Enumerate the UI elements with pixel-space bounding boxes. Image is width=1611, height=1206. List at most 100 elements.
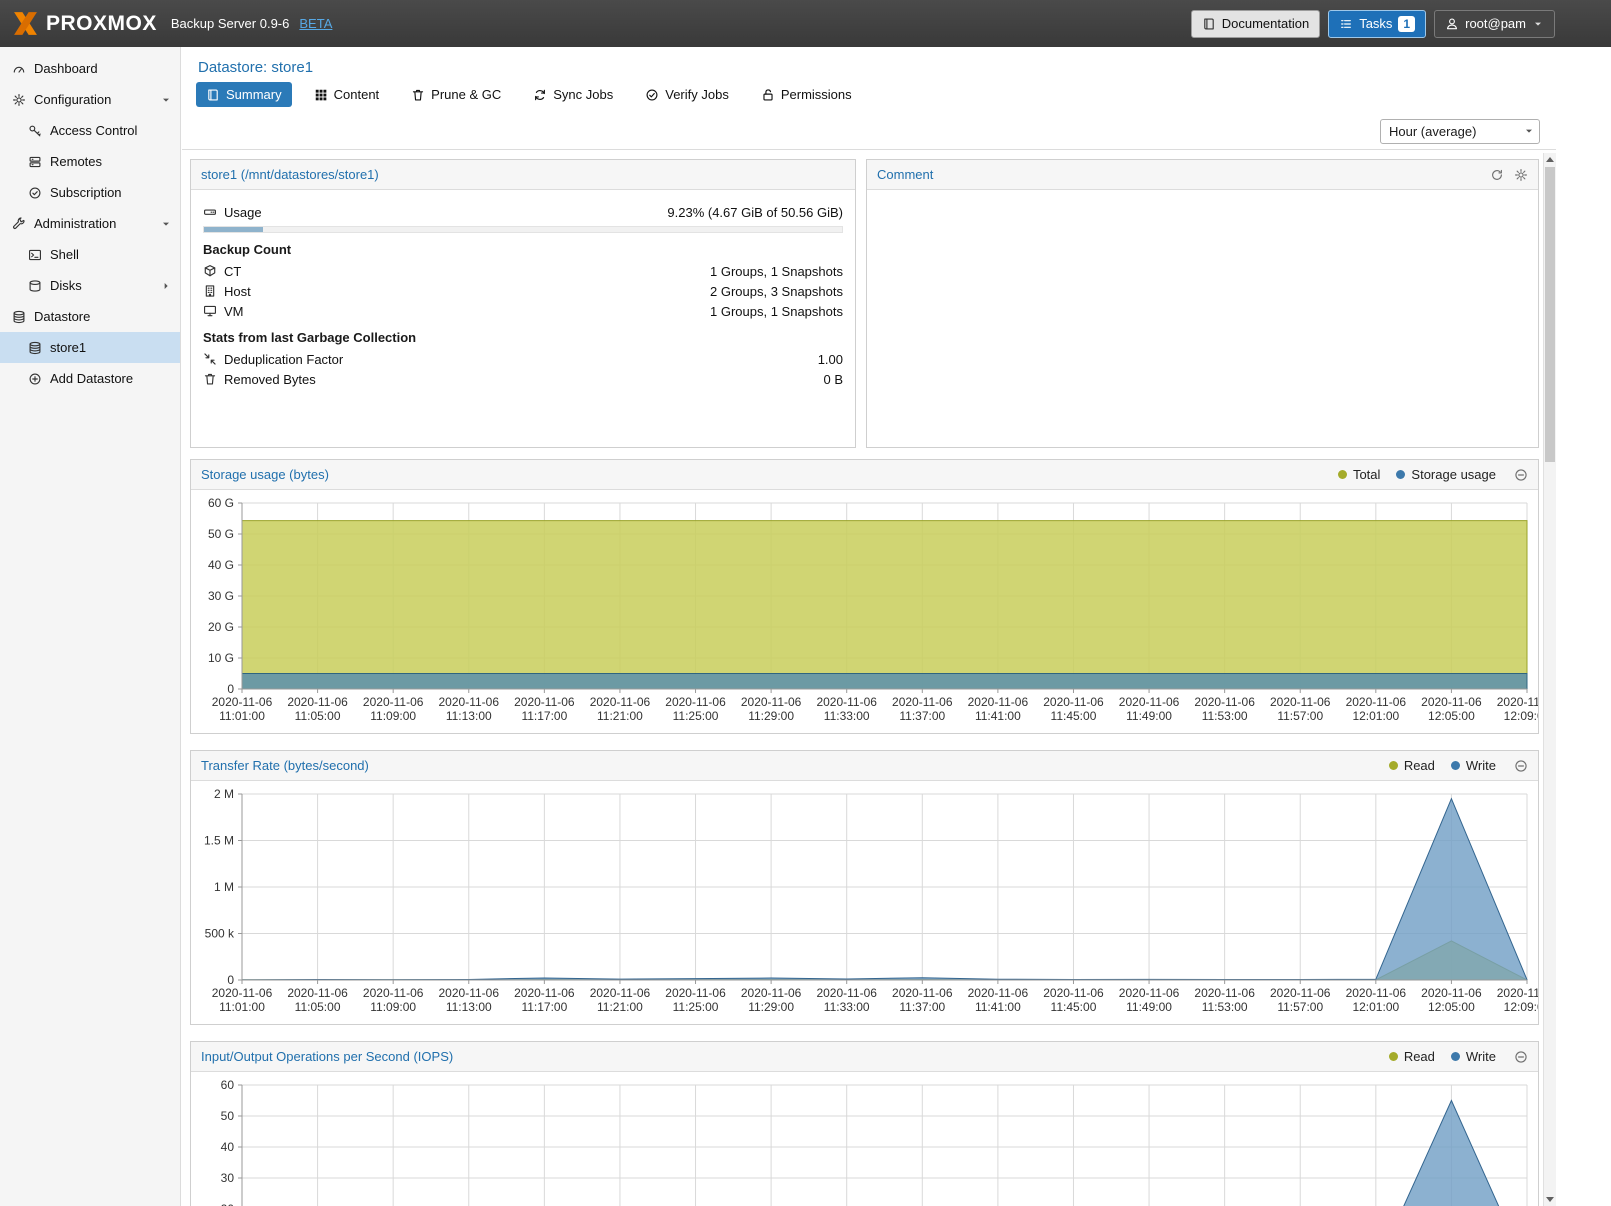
sidebar-item-label: Shell [50,247,79,262]
legend-dot [1337,470,1347,479]
svg-text:2020-11-06: 2020-11-06 [665,986,726,1000]
list-icon [1339,17,1353,31]
sidebar-item-subscription[interactable]: Subscription [0,177,180,208]
refresh-icon[interactable] [1490,168,1504,182]
disk-icon [28,279,42,293]
minus-circle-icon[interactable] [1514,759,1528,773]
tasks-button[interactable]: Tasks 1 [1328,9,1427,38]
svg-text:11:45:00: 11:45:00 [1051,1000,1097,1014]
usage-value: 9.23% (4.67 GiB of 50.56 GiB) [667,204,843,220]
svg-text:11:17:00: 11:17:00 [521,1000,567,1014]
svg-text:11:13:00: 11:13:00 [446,1000,492,1014]
documentation-button[interactable]: Documentation [1190,9,1321,38]
legend-dot [1396,470,1406,479]
desktop-icon [203,304,217,318]
sidebar-item-label: Access Control [50,123,138,138]
sidebar-item-administration[interactable]: Administration [0,208,180,239]
comment-body[interactable] [867,190,1538,447]
minus-circle-icon[interactable] [1514,1050,1528,1064]
sidebar-item-disks[interactable]: Disks [0,270,180,301]
transfer-rate-chart-title: Transfer Rate (bytes/second) [201,758,369,773]
transfer-rate-legend: Read Write [1388,758,1496,773]
svg-text:40 G: 40 G [208,558,234,572]
grid-icon [314,88,328,102]
svg-text:11:05:00: 11:05:00 [295,1000,341,1014]
legend-item-storage-usage[interactable]: Storage usage [1396,467,1496,482]
sidebar-item-access-control[interactable]: Access Control [0,115,180,146]
tab-verify-jobs[interactable]: Verify Jobs [635,82,739,107]
svg-text:12:05:00: 12:05:00 [1428,1000,1475,1014]
subscription-icon [28,186,42,200]
svg-text:11:05:00: 11:05:00 [295,709,341,723]
beta-link[interactable]: BETA [299,16,333,31]
svg-text:2020-11-06: 2020-11-06 [1346,986,1407,1000]
svg-text:0: 0 [227,973,234,987]
svg-text:11:09:00: 11:09:00 [370,1000,416,1014]
stat-row: Removed Bytes 0 B [203,369,843,389]
user-menu-button[interactable]: root@pam [1434,9,1555,38]
sidebar-item-add-datastore[interactable]: Add Datastore [0,363,180,394]
stat-label: Host [224,283,251,299]
datastore-summary-panel: store1 (/mnt/datastores/store1) Usage 9.… [190,159,856,448]
tab-prune-gc[interactable]: Prune & GC [401,82,511,107]
svg-text:2020-11-06: 2020-11-06 [1043,695,1104,709]
iops-chart-title: Input/Output Operations per Second (IOPS… [201,1049,454,1064]
stat-value: 1 Groups, 1 Snapshots [710,263,843,279]
svg-text:2020-11-06: 2020-11-06 [212,986,273,1000]
sidebar-item-dashboard[interactable]: Dashboard [0,53,180,84]
gear-icon[interactable] [1514,168,1528,182]
scroll-up-arrow[interactable] [1544,153,1556,166]
sidebar-item-remotes[interactable]: Remotes [0,146,180,177]
tab-permissions[interactable]: Permissions [751,82,862,107]
sidebar-item-configuration[interactable]: Configuration [0,84,180,115]
svg-text:2020-11-06: 2020-11-06 [287,986,348,1000]
page-title: Datastore: store1 [198,59,314,76]
comment-panel: Comment [866,159,1539,448]
caret-right-icon[interactable] [160,280,172,292]
tab-label: Prune & GC [431,87,502,102]
tab-label: Permissions [780,87,852,102]
svg-text:2020-11-06: 2020-11-06 [287,695,348,709]
stat-label: Removed Bytes [224,371,316,387]
tab-content[interactable]: Content [304,82,390,107]
svg-text:2020-11-06: 2020-11-06 [1119,695,1180,709]
minus-circle-icon[interactable] [1514,468,1528,482]
legend-item-read[interactable]: Read [1388,1049,1435,1064]
svg-text:11:33:00: 11:33:00 [824,709,870,723]
tab-sync-jobs[interactable]: Sync Jobs [523,82,623,107]
scroll-thumb[interactable] [1545,167,1555,462]
vertical-scrollbar[interactable] [1543,153,1556,1206]
caret-down-icon[interactable] [160,218,172,230]
sidebar-item-store1[interactable]: store1 [0,332,180,363]
sidebar-item-label: Configuration [34,92,112,107]
svg-text:2020-11-06: 2020-11-06 [1270,986,1331,1000]
tab-label: Sync Jobs [553,87,614,102]
storage-usage-chart-body: 0 10 G 20 G 30 G 40 G 50 G 60 G 2020-11-06 11:01… [191,490,1538,733]
comment-panel-tools [1490,168,1528,182]
building-icon [203,284,217,298]
sidebar-item-label: Subscription [50,185,122,200]
legend-item-write[interactable]: Write [1450,1049,1496,1064]
caret-down-icon[interactable] [160,94,172,106]
stat-row: VM 1 Groups, 1 Snapshots [203,301,843,321]
sidebar-item-datastore[interactable]: Datastore [0,301,180,332]
svg-text:11:25:00: 11:25:00 [673,1000,719,1014]
svg-text:11:53:00: 11:53:00 [1202,1000,1248,1014]
svg-text:2020-11-06: 2020-11-06 [363,986,424,1000]
svg-text:11:29:00: 11:29:00 [748,709,794,723]
sidebar-item-label: Dashboard [34,61,98,76]
tab-summary[interactable]: Summary [196,82,292,107]
timeframe-select[interactable]: Hour (average) [1380,118,1540,144]
brand-text: PROXMOX [46,11,157,35]
svg-text:2020-11-06: 2020-11-06 [968,986,1029,1000]
sidebar-item-label: Remotes [50,154,103,169]
legend-item-read[interactable]: Read [1388,758,1435,773]
gc-stats-rows: Deduplication Factor 1.00 Removed Bytes 0 B [203,349,843,389]
svg-text:1.5 M: 1.5 M [204,834,234,848]
legend-item-write[interactable]: Write [1450,758,1496,773]
stat-label: CT [224,263,242,279]
legend-item-total[interactable]: Total [1337,467,1380,482]
scroll-down-arrow[interactable] [1544,1193,1556,1206]
sidebar-item-shell[interactable]: Shell [0,239,180,270]
